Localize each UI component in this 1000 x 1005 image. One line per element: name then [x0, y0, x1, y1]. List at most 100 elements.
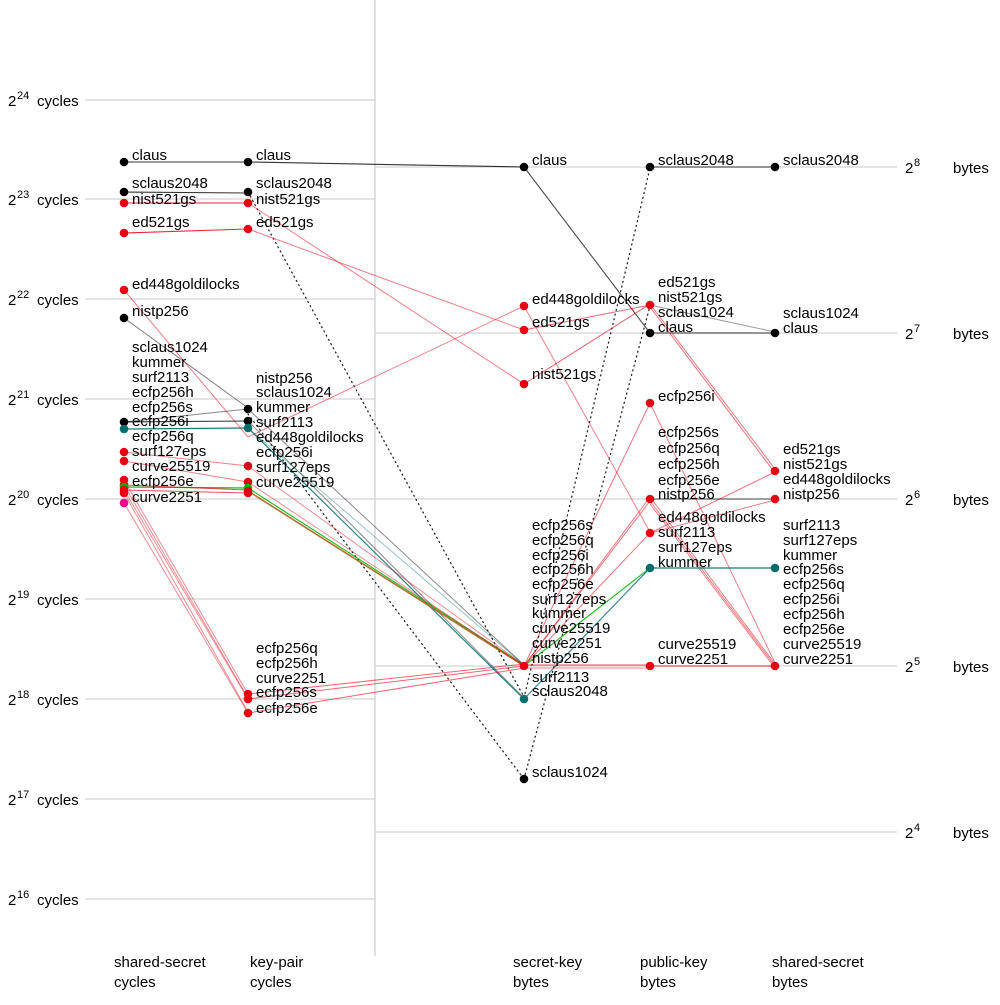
series-segment	[123, 427, 249, 430]
system-label: ed521gs	[532, 314, 590, 331]
system-label: ed521gs	[256, 214, 314, 231]
series-segment	[123, 489, 249, 700]
system-label: ecfp256i	[532, 547, 589, 564]
system-label: kummer	[256, 399, 310, 416]
series-segment	[649, 503, 776, 669]
system-label: ecfp256h	[256, 655, 318, 672]
series-segments	[123, 161, 776, 780]
series-segment	[649, 471, 776, 534]
series-segment	[247, 161, 525, 168]
system-label: curve2251	[532, 635, 602, 652]
data-point	[119, 198, 129, 208]
data-point	[119, 313, 129, 323]
system-label: curve2251	[783, 651, 853, 668]
data-point	[243, 488, 253, 498]
axis-tick-base: 2	[8, 892, 16, 909]
axis-tick-base: 2	[8, 692, 16, 709]
system-label: ed448goldilocks	[783, 471, 891, 488]
axis-tick-unit: bytes	[953, 659, 989, 676]
axis-tick-exponent: 4	[914, 822, 920, 834]
axis-tick-base: 2	[8, 592, 16, 609]
system-label: ecfp256h	[532, 561, 594, 578]
axis-tick-base: 2	[8, 93, 16, 110]
series-segment	[247, 487, 525, 666]
series-segment	[523, 567, 651, 700]
system-label: ecfp256i	[132, 413, 189, 430]
data-point	[645, 661, 655, 671]
series-segment	[247, 420, 525, 699]
data-point	[519, 661, 529, 671]
series-segment	[649, 306, 776, 474]
system-label: sclaus2048	[783, 152, 859, 169]
data-point	[119, 488, 129, 498]
system-label: ecfp256q	[256, 640, 318, 657]
system-label: sclaus1024	[132, 339, 208, 356]
axis-tick-exponent: 5	[914, 656, 920, 668]
system-label: nistp256	[783, 486, 840, 503]
system-label: nistp256	[532, 650, 589, 667]
data-point	[519, 162, 529, 172]
system-label: surf2113	[658, 524, 715, 541]
series-segment	[523, 305, 651, 780]
data-point	[119, 228, 129, 238]
column-footer-line1: key-pair	[250, 954, 303, 971]
system-label: ecfp256q	[658, 440, 720, 457]
system-label: surf127eps	[132, 443, 206, 460]
series-segment	[247, 665, 525, 700]
series-segment	[523, 532, 651, 667]
system-label: sclaus1024	[532, 764, 608, 781]
axis-tick-exponent: 21	[17, 389, 29, 401]
series-segment	[123, 479, 249, 695]
axis-tick-exponent: 20	[17, 489, 29, 501]
system-label: ecfp256q	[532, 532, 594, 549]
system-label: sclaus1024	[256, 384, 332, 401]
data-point	[645, 398, 655, 408]
data-point	[770, 661, 780, 671]
system-label: kummer	[532, 605, 586, 622]
series-segment	[123, 492, 249, 713]
column-footer-line2: bytes	[772, 974, 808, 991]
data-point	[645, 563, 655, 573]
series-segment	[123, 228, 249, 234]
system-label: ed521gs	[783, 441, 841, 458]
system-label: ecfp256i	[256, 444, 313, 461]
column-footer-line2: bytes	[513, 974, 549, 991]
series-segment	[523, 304, 651, 331]
system-label: ed448goldilocks	[658, 509, 766, 526]
system-label: ed521gs	[132, 214, 190, 231]
system-label: ecfp256s	[532, 517, 593, 534]
data-point	[243, 423, 253, 433]
data-point	[243, 694, 253, 704]
series-segment	[247, 305, 525, 438]
axis-tick-exponent: 23	[17, 189, 29, 201]
system-label: claus	[532, 152, 567, 169]
series-segment	[247, 191, 525, 698]
system-label: sclaus1024	[658, 304, 734, 321]
axis-tick-unit: cycles	[37, 192, 79, 209]
system-label: kummer	[783, 547, 837, 564]
system-label: curve25519	[658, 636, 736, 653]
series-segment	[523, 305, 651, 533]
axis-tick-base: 2	[905, 326, 913, 343]
system-label: curve25519	[132, 458, 210, 475]
system-label: nist521gs	[132, 191, 196, 208]
axis-tick-unit: cycles	[37, 592, 79, 609]
gridlines	[85, 99, 897, 900]
data-point	[119, 157, 129, 167]
axis-tick-unit: cycles	[37, 692, 79, 709]
data-point	[243, 224, 253, 234]
data-point	[519, 301, 529, 311]
data-point	[519, 379, 529, 389]
data-point	[645, 494, 655, 504]
series-segment	[123, 317, 249, 409]
axis-tick-base: 2	[8, 192, 16, 209]
system-label: curve25519	[783, 636, 861, 653]
system-label: sclaus2048	[256, 175, 332, 192]
system-label: ecfp256s	[783, 561, 844, 578]
axis-tick-unit: cycles	[37, 292, 79, 309]
system-label: surf127eps	[256, 459, 330, 476]
data-point	[243, 157, 253, 167]
data-point	[243, 416, 253, 426]
